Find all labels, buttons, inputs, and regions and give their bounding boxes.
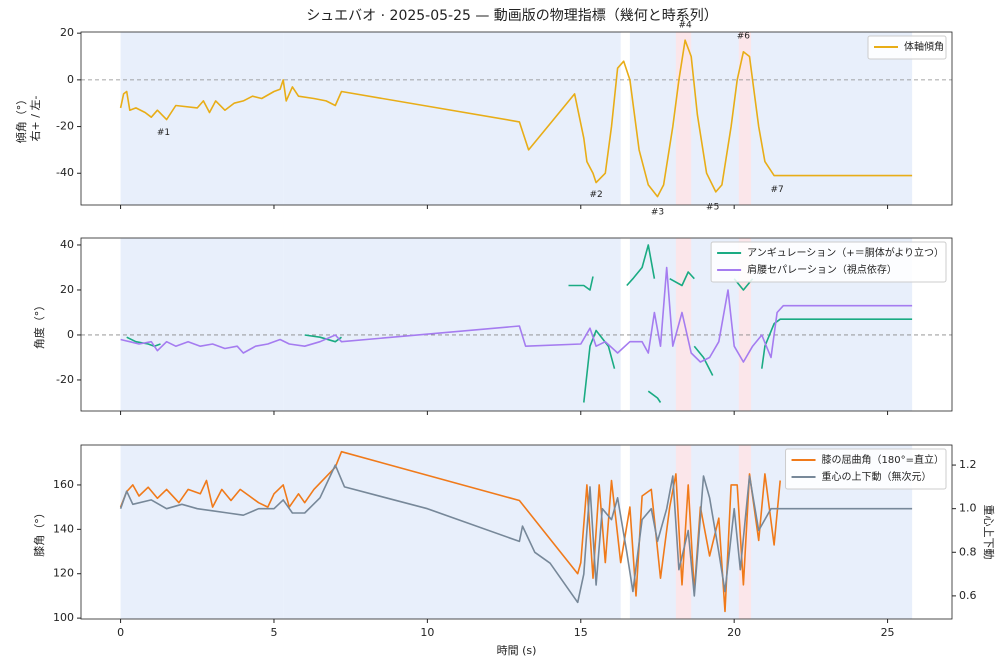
span: [675, 238, 692, 411]
y2-tick-label: 1.0: [959, 502, 977, 515]
span: [283, 238, 621, 411]
span: [120, 445, 284, 619]
y2-axis-label: 重心上下動: [982, 505, 996, 560]
x-tick-label: 10: [420, 626, 434, 639]
y-tick-label: 0: [67, 328, 74, 341]
span: [738, 32, 752, 205]
span: [675, 32, 692, 205]
chart-title: シュエバオ · 2025-05-25 — 動画版の物理指標（幾何と時系列）: [306, 8, 718, 24]
y-tick-label: 20: [60, 26, 74, 39]
series-line: [120, 266, 913, 363]
y-tick-label: 40: [60, 238, 74, 251]
series-line: [126, 244, 913, 403]
legend: 膝の屈曲角（180°=直立） 重心の上下動（無次元）: [785, 448, 947, 490]
plot-frame: [80, 31, 953, 206]
series-line: [119, 39, 913, 198]
annotation: #3: [651, 208, 664, 218]
panel: -20 0 20 40 角度（°） アンギュレーション（+＝胴体がより立つ） 肩腰セパレーシ…: [32, 237, 953, 415]
y-axis-label: 傾角（°）: [14, 94, 28, 144]
annotation: #5: [706, 203, 719, 213]
legend: 体軸傾角: [867, 35, 947, 60]
legend-box: [867, 35, 947, 60]
y-tick-label: 20: [60, 283, 74, 296]
annotation: #1: [157, 128, 170, 138]
legend-box: [785, 448, 947, 490]
legend: アンギュレーション（+＝胴体がより立つ） 肩腰セパレーション（視点依存）: [710, 241, 947, 283]
y2-tick-label: 0.8: [959, 545, 977, 558]
span: [120, 238, 284, 411]
y-tick-label: -20: [56, 120, 74, 133]
x-axis-label: 時間 (s): [497, 644, 537, 657]
annotation: #4: [678, 21, 692, 31]
panel: -40 -20 0 20 傾角（°） 右+ / 左- #1 #2 #3 #4 #5 #6 #7 体軸傾角: [14, 21, 953, 218]
span: [283, 32, 621, 205]
y2-tick-label: 0.6: [959, 589, 977, 602]
y-axis-label: 膝角（°）: [33, 507, 46, 557]
series-line: [119, 464, 913, 604]
y-tick-label: 140: [53, 522, 74, 535]
x-tick-label: 15: [574, 626, 588, 639]
legend-label: 膝の屈曲角（180°=直立）: [822, 453, 944, 466]
annotation: #2: [589, 190, 602, 200]
annotation: #6: [737, 32, 751, 42]
y-tick-label: 120: [53, 567, 74, 580]
y-tick-label: -40: [56, 166, 74, 179]
y-tick-label: -20: [56, 373, 74, 386]
x-tick-label: 25: [881, 626, 895, 639]
annotation: #7: [770, 185, 783, 195]
panel: 100 120 140 160 0.6 0.8 1.0 1.2 0 5 10 15 20 25 膝角（°） 重…: [33, 444, 996, 657]
legend-label: 体軸傾角: [904, 40, 944, 53]
span: [120, 32, 284, 205]
y2-tick-label: 1.2: [959, 458, 977, 471]
x-tick-label: 20: [727, 626, 741, 639]
y-tick-label: 0: [67, 73, 74, 86]
y-tick-label: 100: [53, 611, 74, 624]
plot-frame: [80, 237, 953, 412]
y-axis-label: 角度（°）: [32, 300, 46, 350]
x-tick-label: 0: [117, 626, 124, 639]
legend-label: 重心の上下動（無次元）: [822, 470, 932, 483]
plot-frame: [80, 444, 953, 620]
legend-label: アンギュレーション（+＝胴体がより立つ）: [747, 246, 944, 259]
y-axis-label: 右+ / 左-: [28, 96, 42, 142]
x-tick-label: 5: [270, 626, 277, 639]
legend-box: [710, 241, 947, 283]
legend-label: 肩腰セパレーション（視点依存）: [747, 263, 897, 276]
y-tick-label: 160: [53, 478, 74, 491]
